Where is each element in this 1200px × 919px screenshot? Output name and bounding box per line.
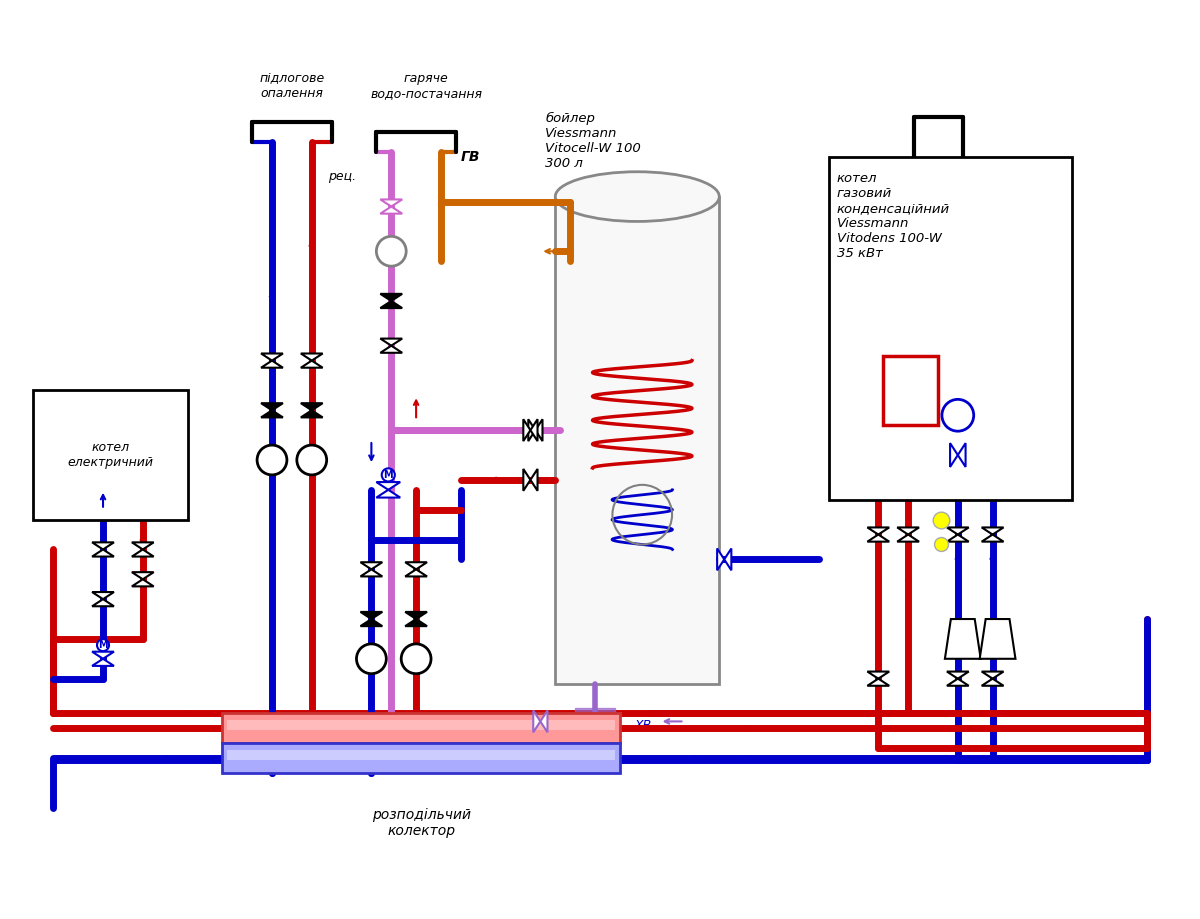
Polygon shape xyxy=(380,294,402,301)
Polygon shape xyxy=(380,207,402,213)
Polygon shape xyxy=(377,490,401,497)
Polygon shape xyxy=(262,403,283,410)
Polygon shape xyxy=(982,672,1003,678)
Circle shape xyxy=(356,644,386,674)
Polygon shape xyxy=(947,535,968,541)
Polygon shape xyxy=(406,562,427,570)
Circle shape xyxy=(257,445,287,475)
Polygon shape xyxy=(535,419,542,441)
Text: підлогове
опалення: підлогове опалення xyxy=(259,73,324,100)
Polygon shape xyxy=(380,199,402,207)
Polygon shape xyxy=(868,535,889,541)
Polygon shape xyxy=(92,550,114,557)
Bar xyxy=(34,391,187,519)
Polygon shape xyxy=(92,652,114,659)
Text: гаряче
водо-постачання: гаряче водо-постачання xyxy=(370,73,482,100)
Polygon shape xyxy=(380,301,402,308)
Polygon shape xyxy=(360,562,383,570)
Ellipse shape xyxy=(556,172,719,221)
Polygon shape xyxy=(92,659,114,666)
Polygon shape xyxy=(947,672,968,678)
Text: ГВ: ГВ xyxy=(461,150,480,164)
Polygon shape xyxy=(360,612,383,619)
Polygon shape xyxy=(301,360,323,368)
Polygon shape xyxy=(982,528,1003,535)
Polygon shape xyxy=(360,619,383,626)
Polygon shape xyxy=(523,469,530,491)
Bar xyxy=(222,713,620,743)
Circle shape xyxy=(377,236,406,267)
Polygon shape xyxy=(950,443,958,467)
Polygon shape xyxy=(406,570,427,576)
Polygon shape xyxy=(262,354,283,360)
Polygon shape xyxy=(262,360,283,368)
Text: рец.: рец. xyxy=(329,170,356,183)
Polygon shape xyxy=(262,410,283,417)
Text: котел
газовий
конденсаційний
Viessmann
Vitodens 100-W
35 кВт: котел газовий конденсаційний Viessmann V… xyxy=(836,172,949,260)
Polygon shape xyxy=(982,535,1003,541)
Polygon shape xyxy=(377,482,401,490)
Polygon shape xyxy=(725,549,731,571)
Bar xyxy=(883,356,938,425)
Polygon shape xyxy=(944,619,980,659)
Text: ХВ: ХВ xyxy=(635,719,652,732)
Polygon shape xyxy=(380,346,402,353)
Bar xyxy=(227,720,614,731)
Bar xyxy=(222,743,620,773)
Polygon shape xyxy=(132,573,154,579)
Polygon shape xyxy=(92,592,114,599)
Polygon shape xyxy=(947,528,968,535)
Polygon shape xyxy=(360,570,383,576)
Polygon shape xyxy=(92,599,114,607)
Polygon shape xyxy=(528,419,535,441)
Text: розподільчий
колектор: розподільчий колектор xyxy=(372,808,470,838)
Polygon shape xyxy=(540,710,547,732)
Polygon shape xyxy=(92,542,114,550)
Bar xyxy=(227,750,614,760)
Polygon shape xyxy=(898,535,919,541)
Polygon shape xyxy=(979,619,1015,659)
Polygon shape xyxy=(868,528,889,535)
Polygon shape xyxy=(868,672,889,678)
Text: M: M xyxy=(384,470,394,480)
Polygon shape xyxy=(523,419,530,441)
Polygon shape xyxy=(533,710,540,732)
Polygon shape xyxy=(132,542,154,550)
Polygon shape xyxy=(132,550,154,557)
Polygon shape xyxy=(982,678,1003,686)
Circle shape xyxy=(97,639,109,652)
Polygon shape xyxy=(301,410,323,417)
Bar xyxy=(575,709,614,733)
Circle shape xyxy=(382,469,395,482)
Polygon shape xyxy=(947,678,968,686)
Text: бойлер
Viessmann
Vitocell-W 100
300 л: бойлер Viessmann Vitocell-W 100 300 л xyxy=(545,112,641,170)
Polygon shape xyxy=(530,469,538,491)
Polygon shape xyxy=(530,419,538,441)
Polygon shape xyxy=(406,619,427,626)
Bar xyxy=(556,197,719,684)
Polygon shape xyxy=(380,338,402,346)
Polygon shape xyxy=(406,612,427,619)
Text: котел
електричний: котел електричний xyxy=(67,441,154,469)
Polygon shape xyxy=(301,354,323,360)
Polygon shape xyxy=(958,443,966,467)
Polygon shape xyxy=(301,403,323,410)
Circle shape xyxy=(942,400,973,431)
Polygon shape xyxy=(132,579,154,586)
Polygon shape xyxy=(898,528,919,535)
Bar xyxy=(829,157,1072,500)
Polygon shape xyxy=(718,549,725,571)
Text: M: M xyxy=(98,641,108,650)
Circle shape xyxy=(401,644,431,674)
Polygon shape xyxy=(868,678,889,686)
Circle shape xyxy=(296,445,326,475)
